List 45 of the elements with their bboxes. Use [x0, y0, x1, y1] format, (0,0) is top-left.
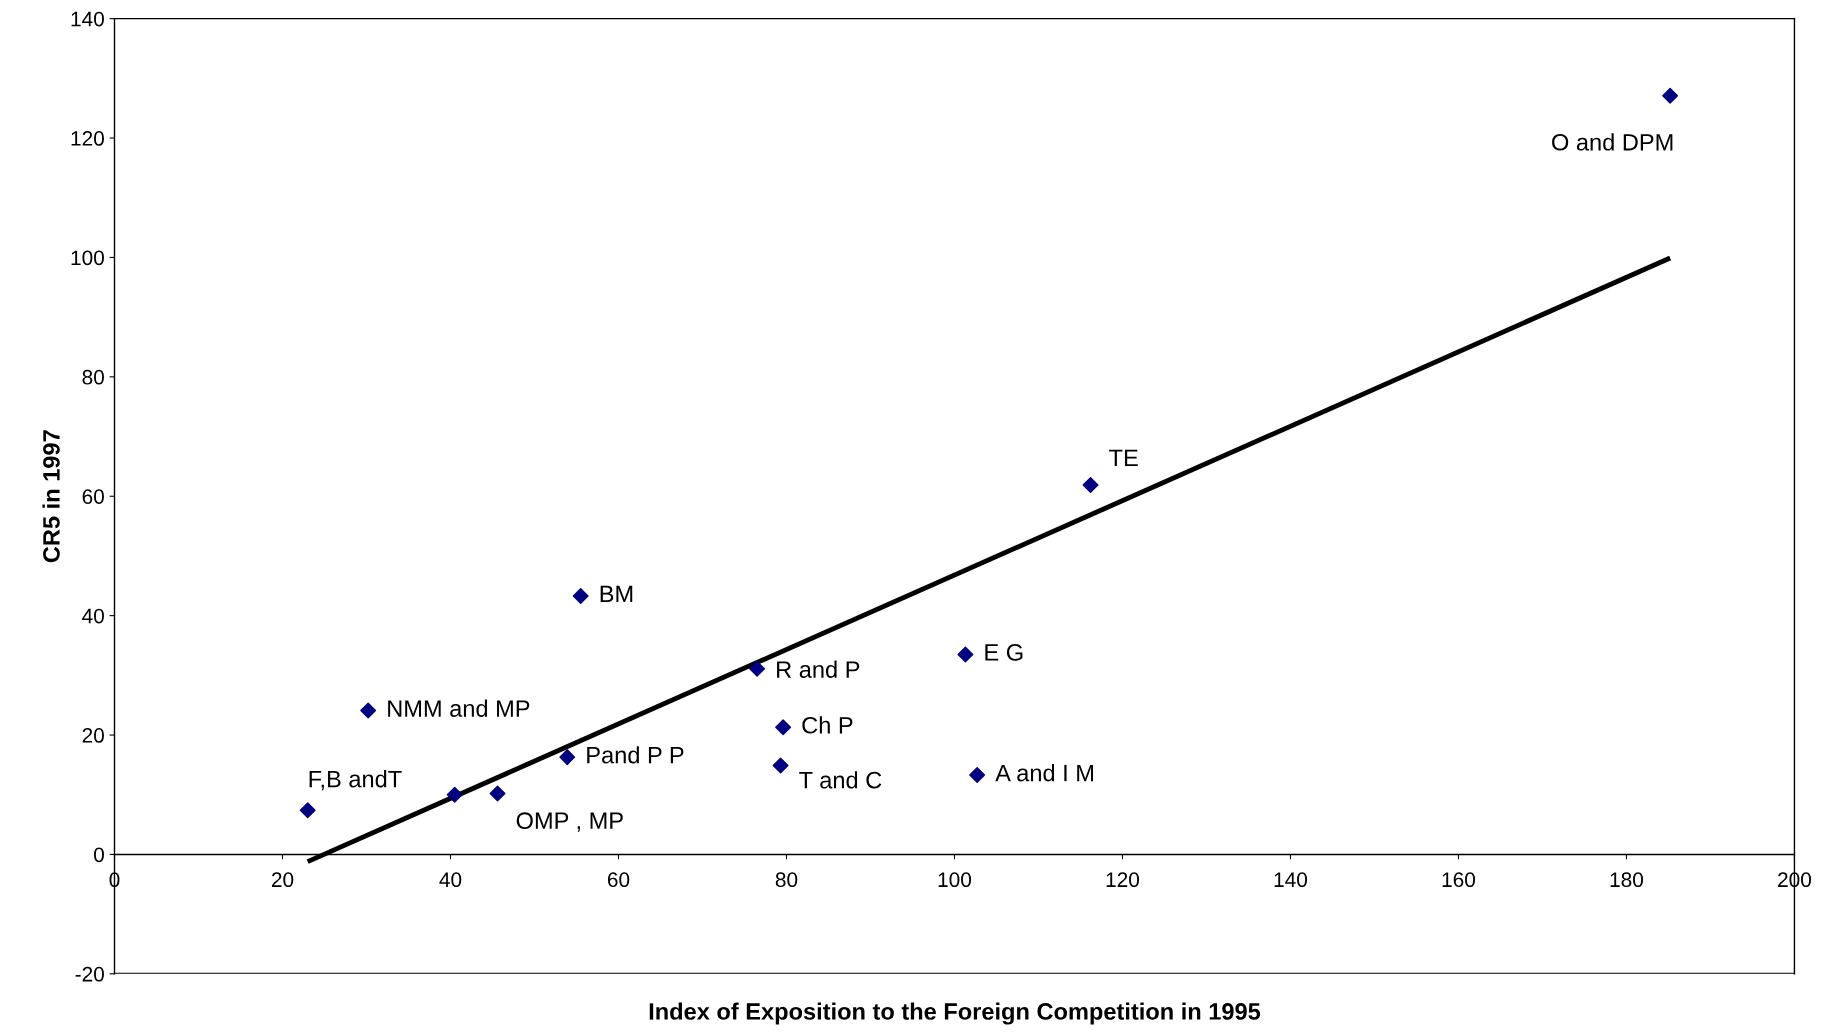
x-tick-label: 120: [1106, 872, 1140, 888]
point: [559, 749, 576, 766]
annotation: O and DPM: [1552, 133, 1673, 151]
annotation: R and P: [777, 660, 860, 678]
annotation: NMM and MP: [388, 699, 530, 717]
point: [572, 587, 589, 604]
x-axis-title: Index of Exposition to the Foreign Competition in 1995: [649, 1002, 1261, 1025]
y-tick-label: 100: [71, 250, 104, 266]
point: [957, 646, 974, 663]
point: [360, 702, 377, 719]
annotation: Pand P P: [587, 746, 684, 764]
point: [749, 660, 766, 677]
annotation: A and I M: [995, 764, 1094, 782]
y-tick-label: 60: [82, 489, 104, 504]
y-tick-label: 40: [82, 608, 104, 624]
point: [299, 802, 316, 819]
x-tick-label: 160: [1442, 872, 1476, 888]
y-tick-label: 80: [82, 369, 104, 385]
point: [775, 719, 792, 736]
x-tick-label: 80: [775, 872, 798, 888]
point: [969, 767, 986, 784]
x-tick-label: 140: [1274, 872, 1308, 888]
x-tick-label: 20: [271, 872, 294, 888]
x-tick-label: 40: [439, 872, 462, 888]
y-axis-title: CR5 in 1997: [42, 430, 60, 563]
point: [1662, 87, 1679, 104]
annotation: E G: [985, 644, 1023, 661]
x-tick-label: 100: [938, 872, 972, 888]
annotation: OMP , MP: [516, 812, 623, 832]
point: [772, 757, 789, 774]
point: [489, 785, 506, 802]
y-tick-label: -20: [75, 966, 104, 982]
y-tick-label: 120: [71, 131, 104, 146]
annotation: F,B andT: [309, 770, 402, 791]
annotation: Ch P: [802, 716, 853, 734]
point: [1082, 476, 1099, 493]
y-tick-label: 0: [94, 847, 104, 863]
annotation: BM: [600, 585, 633, 603]
x-tick-label: 60: [607, 872, 630, 888]
annotation: T and C: [799, 771, 882, 789]
y-tick-label: 140: [71, 11, 104, 27]
x-tick-label: 180: [1610, 872, 1644, 888]
point: [446, 786, 463, 803]
y-tick-label: 20: [82, 728, 104, 743]
annotation: TE: [1109, 449, 1138, 467]
